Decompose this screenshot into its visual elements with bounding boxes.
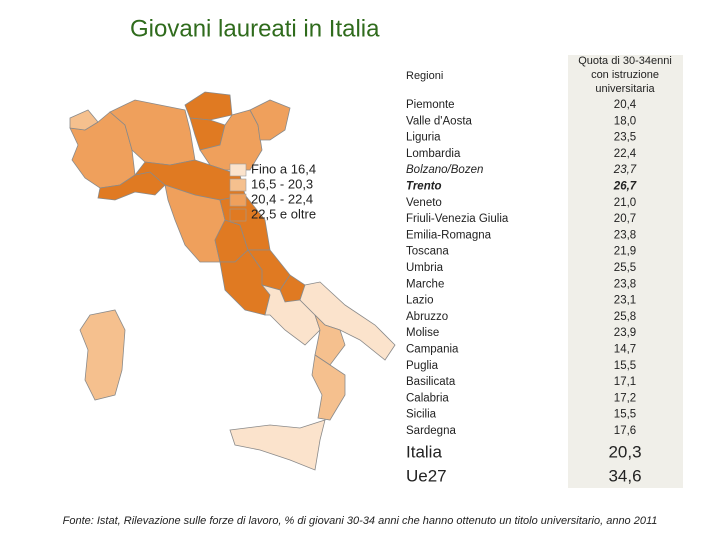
region-name: Piemonte (406, 99, 455, 111)
region-shape (260, 284, 321, 346)
region-value: 18,0 (614, 115, 636, 127)
region-value: 15,5 (614, 409, 636, 421)
region-value: 23,9 (614, 327, 636, 339)
region-value: 20,7 (614, 213, 636, 225)
column-header: universitaria (595, 83, 655, 95)
region-value: 25,8 (614, 311, 636, 323)
region-shape (314, 314, 346, 366)
total-name: Ue27 (406, 466, 447, 485)
region-name: Trento (406, 181, 442, 193)
region-value: 23,5 (614, 132, 636, 144)
region-name: Bolzano/Bozen (406, 164, 483, 176)
region-name: Lombardia (406, 148, 461, 160)
legend-label: 16,5 - 20,3 (251, 176, 313, 191)
title: Giovani laureati in Italia (130, 15, 380, 42)
region-value: 23,7 (613, 164, 637, 176)
legend-swatch (229, 208, 247, 222)
source: Fonte: Istat, Rilevazione sulle forze di… (63, 515, 658, 527)
region-name: Basilicata (406, 376, 456, 388)
region-value: 21,9 (614, 246, 636, 258)
region-value: 23,8 (614, 278, 636, 290)
region-name: Lazio (406, 295, 434, 307)
region-name: Puglia (406, 360, 439, 372)
legend-label: 20,4 - 22,4 (251, 191, 313, 206)
region-name: Sicilia (406, 409, 437, 421)
legend-swatch (229, 163, 247, 177)
legend-swatch (229, 178, 247, 192)
region-name: Emilia-Romagna (406, 229, 492, 241)
total-value: 20,3 (608, 442, 641, 461)
total-value: 34,6 (608, 466, 641, 485)
region-value: 14,7 (614, 344, 636, 356)
region-value: 17,6 (614, 425, 636, 437)
region-name: Valle d'Aosta (406, 115, 473, 127)
region-shape (79, 309, 126, 401)
legend-label: 22,5 e oltre (251, 206, 316, 221)
column-header: Regioni (406, 70, 443, 82)
region-shape (184, 91, 233, 121)
value-column-bg (568, 55, 683, 488)
region-name: Liguria (406, 132, 441, 144)
region-name: Veneto (406, 197, 442, 209)
region-name: Friuli-Venezia Giulia (406, 213, 509, 225)
region-name: Molise (406, 327, 439, 339)
region-name: Calabria (406, 392, 449, 404)
total-name: Italia (406, 442, 442, 461)
region-shape (97, 171, 166, 201)
region-value: 17,1 (614, 376, 636, 388)
legend-label: Fino a 16,4 (251, 161, 316, 176)
region-shape (69, 109, 99, 131)
region-shape (311, 354, 346, 421)
region-value: 21,0 (614, 197, 636, 209)
region-name: Sardegna (406, 425, 456, 437)
region-shape (249, 99, 291, 141)
region-shape (229, 419, 326, 471)
column-header: Quota di 30-34enni (578, 55, 672, 67)
region-name: Umbria (406, 262, 444, 274)
region-value: 26,7 (613, 181, 637, 193)
legend-swatch (229, 193, 247, 207)
column-header: con istruzione (591, 69, 659, 81)
region-name: Toscana (406, 246, 449, 258)
region-value: 17,2 (614, 392, 636, 404)
region-value: 23,1 (614, 295, 636, 307)
region-name: Campania (406, 344, 459, 356)
region-value: 23,8 (614, 229, 636, 241)
region-shape (199, 109, 263, 171)
region-value: 25,5 (614, 262, 636, 274)
region-value: 20,4 (614, 99, 637, 111)
region-name: Abruzzo (406, 311, 448, 323)
region-value: 22,4 (614, 148, 637, 160)
region-name: Marche (406, 278, 444, 290)
region-value: 15,5 (614, 360, 636, 372)
